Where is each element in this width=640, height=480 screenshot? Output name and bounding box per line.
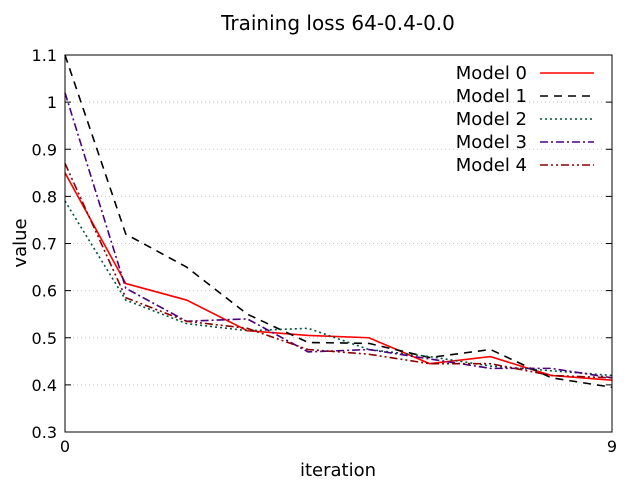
series-line-model-2 <box>64 200 613 377</box>
y-tick-label: 0.8 <box>32 187 57 206</box>
series-lines <box>64 54 613 389</box>
x-tick-label: 9 <box>607 437 617 456</box>
y-tick-label: 0.4 <box>32 376 57 395</box>
y-tick-label: 0.6 <box>32 282 57 301</box>
x-tick-label: 0 <box>60 437 70 456</box>
y-axis-label: value <box>10 218 31 267</box>
y-tick-label: 0.9 <box>32 140 57 159</box>
legend-label-model-0: Model 0 <box>456 63 527 84</box>
y-tick-label: 1 <box>47 93 57 112</box>
y-tick-label: 0.7 <box>32 235 57 254</box>
grid-lines <box>64 54 613 433</box>
x-axis-label: iteration <box>300 460 376 480</box>
series-line-model-4 <box>64 163 613 379</box>
series-line-model-1 <box>64 54 613 389</box>
series-line-model-0 <box>64 172 613 381</box>
legend-label-model-1: Model 1 <box>456 86 527 107</box>
y-tick-labels: 0.3 0.4 0.5 0.6 0.7 0.8 0.9 1 1.1 <box>32 46 57 442</box>
legend-label-model-2: Model 2 <box>456 109 527 130</box>
y-tick-label: 1.1 <box>32 46 57 65</box>
y-tick-label: 0.5 <box>32 329 57 348</box>
plot-frame <box>64 54 613 433</box>
series-line-model-3 <box>64 92 613 379</box>
legend-label-model-4: Model 4 <box>456 155 527 176</box>
y-tick-label: 0.3 <box>32 423 57 442</box>
chart-title: Training loss 64-0.4-0.0 <box>220 11 455 35</box>
legend-label-model-3: Model 3 <box>456 132 527 153</box>
